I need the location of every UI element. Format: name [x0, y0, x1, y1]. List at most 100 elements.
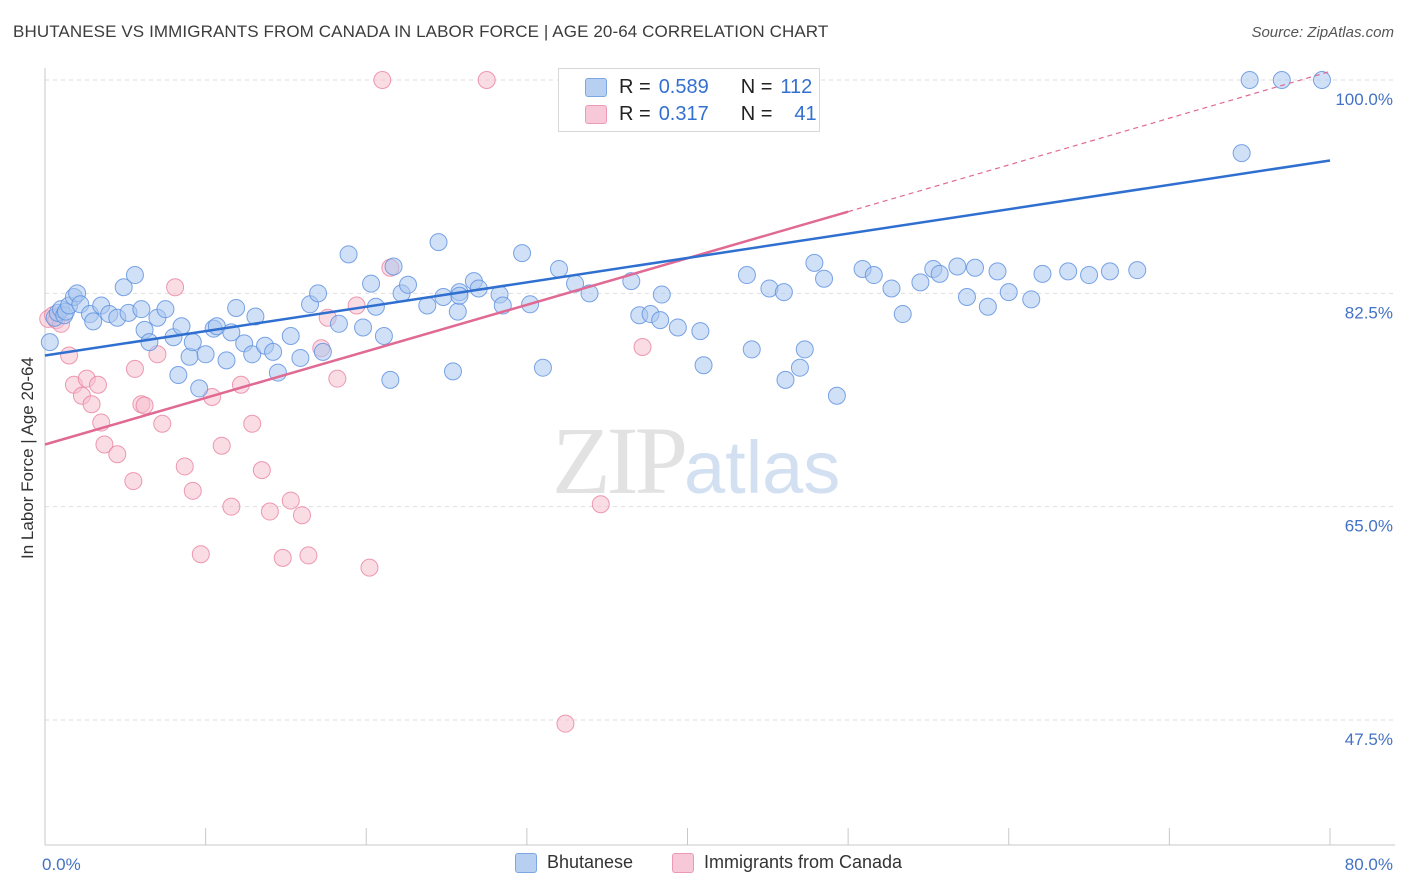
- data-point-bhutanese: [513, 244, 532, 263]
- data-point-bhutanese: [362, 274, 381, 293]
- legend-r-value: 0.317: [658, 102, 709, 125]
- legend-n-value: 112: [780, 75, 813, 98]
- data-point-bhutanese: [40, 333, 59, 352]
- data-point-bhutanese: [930, 264, 949, 283]
- data-point-bhutanese: [864, 266, 883, 285]
- legend-swatch-bhutanese: [585, 77, 607, 97]
- data-point-bhutanese: [774, 283, 793, 302]
- legend-row-canada: R = 0.317 N = 41: [585, 102, 817, 126]
- data-point-canada: [252, 461, 271, 480]
- data-point-canada: [108, 445, 127, 464]
- data-point-bhutanese: [329, 314, 348, 333]
- data-point-bhutanese: [156, 300, 175, 319]
- data-point-bhutanese: [790, 358, 809, 377]
- correlation-legend: R = 0.589 N = 112 R = 0.317 N = 41: [558, 68, 820, 132]
- data-point-canada: [328, 369, 347, 388]
- watermark-atlas: atlas: [684, 426, 841, 509]
- x-tick-label: 80.0%: [1345, 855, 1393, 874]
- bottom-legend-canada[interactable]: Immigrants from Canada: [672, 852, 902, 873]
- data-point-canada: [293, 506, 311, 525]
- data-point-canada: [243, 414, 262, 433]
- x-tick-label: 0.0%: [42, 855, 81, 874]
- data-point-bhutanese: [443, 362, 462, 381]
- bottom-legend-bhutanese[interactable]: Bhutanese: [515, 852, 633, 873]
- data-point-bhutanese: [815, 269, 834, 288]
- data-point-bhutanese: [1232, 144, 1251, 163]
- watermark-zip: ZIP: [552, 407, 688, 514]
- data-point-bhutanese: [652, 285, 671, 304]
- data-point-canada: [124, 472, 143, 491]
- data-point-canada: [591, 495, 610, 514]
- data-point-bhutanese: [217, 351, 236, 370]
- bottom-legend-label: Immigrants from Canada: [704, 852, 903, 872]
- data-point-canada: [125, 359, 144, 378]
- data-point-bhutanese: [264, 342, 283, 361]
- data-point-canada: [477, 71, 496, 89]
- trendline-bhutanese: [44, 159, 1331, 357]
- data-point-canada: [183, 481, 202, 500]
- data-point-canada: [60, 346, 79, 365]
- data-point-canada: [166, 278, 185, 297]
- y-tick-label: 100.0%: [1335, 90, 1393, 109]
- data-point-bhutanese: [911, 273, 930, 292]
- data-point-bhutanese: [1080, 266, 1099, 285]
- data-point-canada: [281, 491, 300, 510]
- data-point-bhutanese: [339, 245, 358, 264]
- data-point-canada: [347, 296, 366, 315]
- data-point-bhutanese: [125, 266, 144, 285]
- bottom-legend-label: Bhutanese: [547, 852, 634, 872]
- data-point-bhutanese: [114, 278, 133, 297]
- legend-n-value: 41: [794, 102, 817, 125]
- bottom-legend-swatch-canada: [672, 852, 694, 873]
- data-point-bhutanese: [190, 379, 209, 398]
- data-point-bhutanese: [381, 370, 400, 389]
- data-point-bhutanese: [978, 297, 997, 316]
- data-point-bhutanese: [196, 345, 215, 364]
- data-point-bhutanese: [742, 340, 761, 359]
- data-point-bhutanese: [1033, 264, 1052, 283]
- bottom-legend-swatch-bhutanese: [515, 852, 537, 873]
- data-point-canada: [191, 545, 210, 564]
- data-point-bhutanese: [180, 347, 199, 366]
- y-tick-label: 65.0%: [1345, 517, 1393, 536]
- data-point-canada: [212, 436, 231, 455]
- data-point-bhutanese: [805, 253, 824, 272]
- data-point-bhutanese: [1100, 262, 1119, 281]
- data-point-bhutanese: [691, 322, 710, 341]
- data-point-canada: [633, 337, 652, 356]
- data-point-bhutanese: [354, 318, 373, 337]
- data-point-bhutanese: [1022, 290, 1041, 309]
- data-point-bhutanese: [827, 386, 846, 405]
- trendline-canada: [44, 210, 849, 446]
- data-point-bhutanese: [795, 340, 814, 359]
- data-point-bhutanese: [988, 262, 1007, 281]
- data-point-canada: [273, 548, 292, 567]
- data-point-bhutanese: [450, 286, 469, 305]
- data-point-bhutanese: [169, 366, 188, 385]
- data-point-bhutanese: [1240, 71, 1259, 89]
- data-point-bhutanese: [1059, 262, 1078, 281]
- data-point-bhutanese: [737, 266, 756, 285]
- data-point-bhutanese: [1313, 71, 1331, 89]
- data-point-bhutanese: [882, 279, 901, 298]
- legend-r-label: R =: [619, 75, 651, 98]
- data-point-bhutanese: [668, 318, 687, 337]
- data-point-bhutanese: [140, 333, 159, 352]
- chart-title: BHUTANESE VS IMMIGRANTS FROM CANADA IN L…: [13, 22, 829, 41]
- data-point-bhutanese: [309, 284, 328, 303]
- data-point-canada: [360, 558, 379, 577]
- data-point-bhutanese: [384, 257, 403, 276]
- legend-row-bhutanese: R = 0.589 N = 112: [585, 75, 812, 99]
- data-point-bhutanese: [694, 356, 713, 375]
- data-point-bhutanese: [966, 258, 985, 277]
- data-point-canada: [153, 414, 172, 433]
- y-tick-label: 47.5%: [1345, 730, 1393, 749]
- data-point-bhutanese: [243, 345, 262, 364]
- data-point-bhutanese: [183, 333, 202, 352]
- data-point-bhutanese: [374, 327, 393, 345]
- data-point-bhutanese: [948, 257, 967, 276]
- trendline-canada-extension: [847, 70, 1331, 213]
- data-point-bhutanese: [281, 327, 300, 345]
- data-point-bhutanese: [448, 302, 467, 321]
- legend-n-label: N =: [740, 102, 773, 125]
